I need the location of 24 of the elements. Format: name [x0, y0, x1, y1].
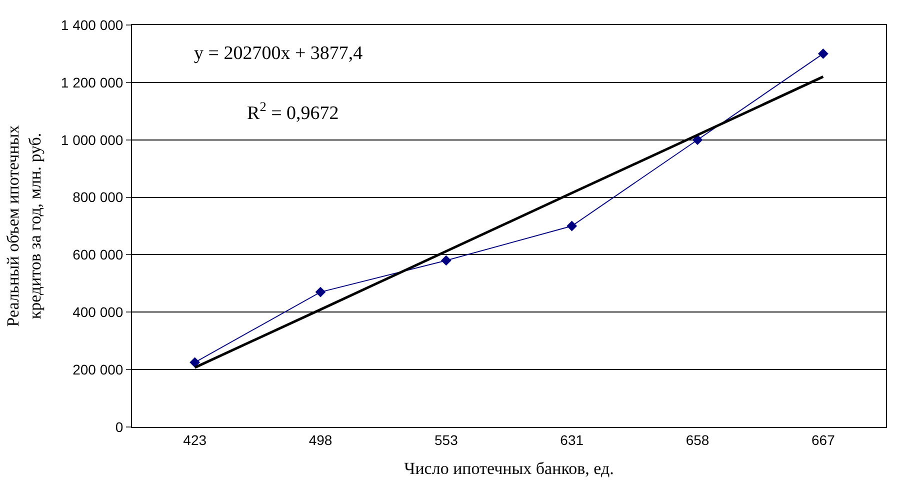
x-tick-label: 423	[183, 432, 207, 448]
point	[566, 220, 578, 232]
point	[692, 134, 703, 146]
x-tick-label: 658	[686, 432, 710, 448]
x-tick-label: 498	[308, 432, 332, 448]
y-tick-label: 1 400 000	[60, 16, 124, 33]
annotation: y = 202700x + 3877,4	[194, 43, 364, 64]
point	[315, 286, 326, 298]
point	[190, 357, 200, 368]
point	[440, 255, 452, 266]
y-tick-label: 1 200 000	[60, 74, 124, 90]
x-tick-label: 667	[811, 432, 836, 448]
y-axis-title: Реальный объем ипотечных кредитов за год, млн. руб.	[3, 124, 44, 327]
x-axis-title: Число ипотечных банков, ед.	[404, 459, 614, 478]
y-tick-label: 600 000	[72, 246, 124, 263]
point	[818, 48, 828, 59]
y-tick-label: 0	[115, 418, 124, 435]
x-tick-label: 553	[434, 432, 458, 448]
y-tick-label: 800 000	[72, 189, 124, 206]
y-tick-label: 1 000 000	[60, 132, 124, 148]
annotation: R$^{2}$ = 0,9672	[247, 99, 339, 124]
y-tick-label: 200 000	[72, 361, 124, 378]
x-tick-label: 631	[560, 432, 584, 448]
y-tick-label: 400 000	[72, 304, 124, 320]
